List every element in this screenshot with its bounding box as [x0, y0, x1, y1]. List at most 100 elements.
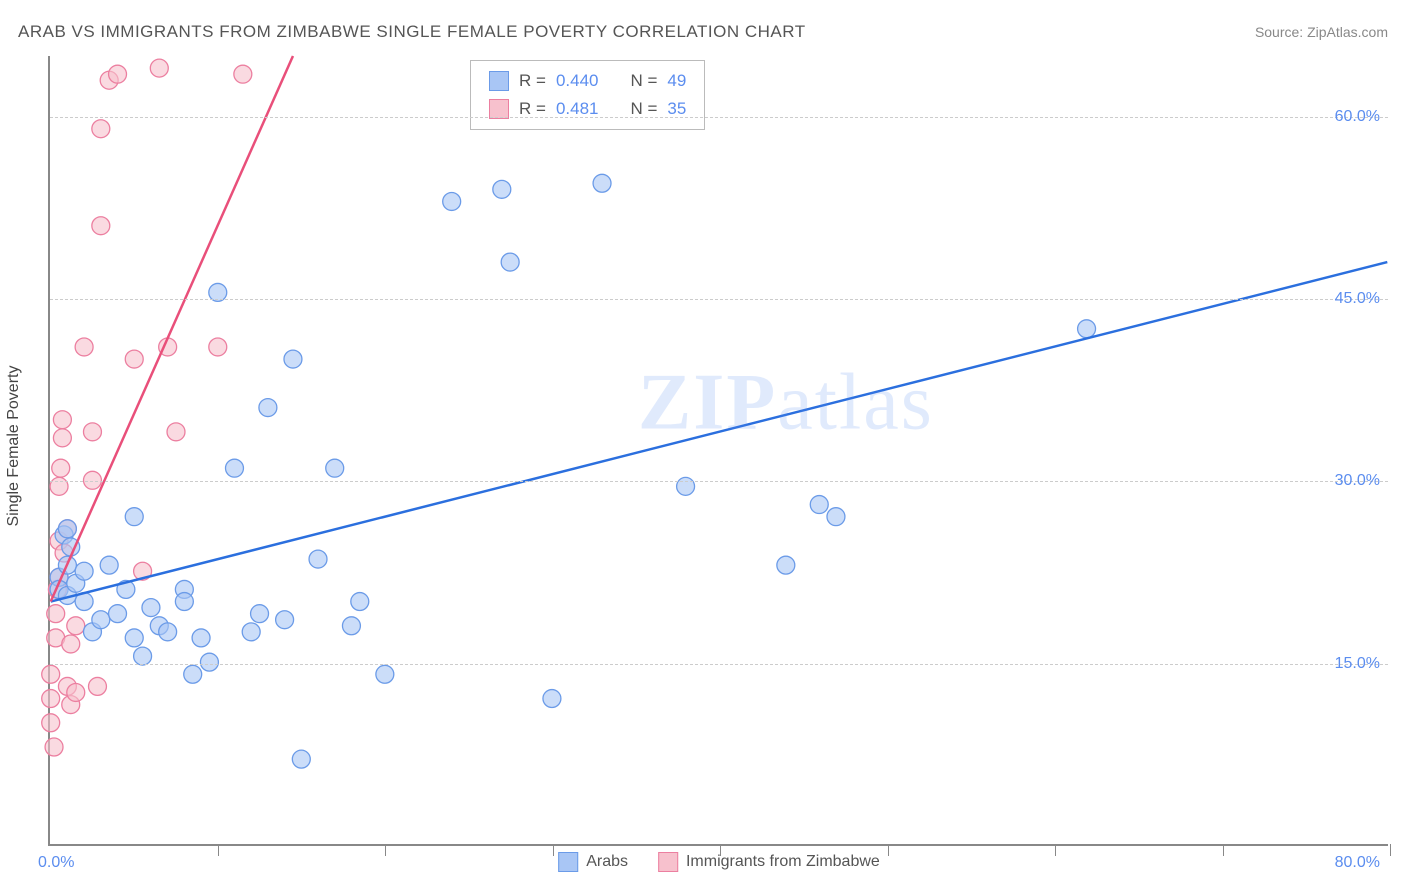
x-tick — [888, 844, 889, 856]
point-arabs — [292, 750, 310, 768]
point-zimbabwe — [42, 714, 60, 732]
point-zimbabwe — [92, 217, 110, 235]
point-zimbabwe — [209, 338, 227, 356]
point-arabs — [75, 562, 93, 580]
legend-label-zimbabwe: Immigrants from Zimbabwe — [686, 853, 880, 871]
point-arabs — [192, 629, 210, 647]
x-tick — [553, 844, 554, 856]
y-axis-title: Single Female Poverty — [5, 366, 23, 527]
gridline-h — [50, 117, 1388, 118]
trendline-arabs — [51, 262, 1388, 601]
point-arabs — [125, 629, 143, 647]
point-arabs — [543, 690, 561, 708]
x-tick — [218, 844, 219, 856]
point-zimbabwe — [42, 665, 60, 683]
point-arabs — [1078, 320, 1096, 338]
point-zimbabwe — [62, 635, 80, 653]
point-zimbabwe — [234, 65, 252, 83]
point-arabs — [284, 350, 302, 368]
point-arabs — [501, 253, 519, 271]
legend-correlation: R = 0.440 N = 49 R = 0.481 N = 35 — [470, 60, 705, 130]
point-zimbabwe — [52, 459, 70, 477]
point-arabs — [100, 556, 118, 574]
chart-header: ARAB VS IMMIGRANTS FROM ZIMBABWE SINGLE … — [18, 22, 1388, 42]
point-zimbabwe — [167, 423, 185, 441]
point-zimbabwe — [83, 471, 101, 489]
point-arabs — [276, 611, 294, 629]
point-arabs — [677, 477, 695, 495]
n-value-zimbabwe: 35 — [667, 95, 686, 123]
trendline-zimbabwe — [51, 56, 293, 602]
swatch-arabs-bottom — [558, 852, 578, 872]
point-arabs — [109, 605, 127, 623]
point-zimbabwe — [50, 477, 68, 495]
point-arabs — [259, 399, 277, 417]
point-arabs — [159, 623, 177, 641]
point-zimbabwe — [47, 605, 65, 623]
point-zimbabwe — [67, 617, 85, 635]
swatch-arabs — [489, 71, 509, 91]
legend-item-arabs: Arabs — [558, 852, 628, 872]
chart-canvas — [50, 56, 1388, 844]
x-tick — [1223, 844, 1224, 856]
point-zimbabwe — [45, 738, 63, 756]
legend-series: Arabs Immigrants from Zimbabwe — [558, 852, 880, 872]
swatch-zimbabwe-bottom — [658, 852, 678, 872]
y-tick-label: 60.0% — [1335, 108, 1380, 126]
x-tick — [1055, 844, 1056, 856]
point-zimbabwe — [53, 429, 71, 447]
legend-row-zimbabwe: R = 0.481 N = 35 — [489, 95, 686, 123]
point-arabs — [827, 508, 845, 526]
point-zimbabwe — [109, 65, 127, 83]
point-zimbabwe — [67, 683, 85, 701]
point-arabs — [810, 496, 828, 514]
point-zimbabwe — [125, 350, 143, 368]
point-zimbabwe — [92, 120, 110, 138]
point-arabs — [200, 653, 218, 671]
point-arabs — [342, 617, 360, 635]
point-arabs — [226, 459, 244, 477]
point-arabs — [125, 508, 143, 526]
y-tick-label: 30.0% — [1335, 472, 1380, 490]
x-axis-max-label: 80.0% — [1335, 854, 1380, 872]
gridline-h — [50, 299, 1388, 300]
legend-row-arabs: R = 0.440 N = 49 — [489, 67, 686, 95]
point-arabs — [92, 611, 110, 629]
point-arabs — [376, 665, 394, 683]
gridline-h — [50, 664, 1388, 665]
legend-item-zimbabwe: Immigrants from Zimbabwe — [658, 852, 880, 872]
point-arabs — [326, 459, 344, 477]
n-prefix: N = — [630, 95, 657, 123]
point-zimbabwe — [42, 690, 60, 708]
point-arabs — [351, 593, 369, 611]
y-tick-label: 45.0% — [1335, 290, 1380, 308]
x-tick — [720, 844, 721, 856]
r-value-arabs: 0.440 — [556, 67, 599, 95]
point-arabs — [134, 647, 152, 665]
n-value-arabs: 49 — [667, 67, 686, 95]
point-arabs — [777, 556, 795, 574]
gridline-h — [50, 481, 1388, 482]
point-zimbabwe — [83, 423, 101, 441]
chart-title: ARAB VS IMMIGRANTS FROM ZIMBABWE SINGLE … — [18, 22, 806, 42]
point-zimbabwe — [150, 59, 168, 77]
x-tick — [385, 844, 386, 856]
source-value: ZipAtlas.com — [1307, 24, 1388, 40]
point-arabs — [309, 550, 327, 568]
source-label: Source: — [1255, 24, 1307, 40]
point-zimbabwe — [75, 338, 93, 356]
point-arabs — [242, 623, 260, 641]
point-arabs — [142, 599, 160, 617]
r-prefix: R = — [519, 67, 546, 95]
plot-area: ZIPatlas R = 0.440 N = 49 R = 0.481 N = … — [48, 56, 1388, 846]
point-arabs — [443, 192, 461, 210]
point-zimbabwe — [89, 677, 107, 695]
point-arabs — [493, 180, 511, 198]
x-tick — [1390, 844, 1391, 856]
point-zimbabwe — [53, 411, 71, 429]
r-value-zimbabwe: 0.481 — [556, 95, 599, 123]
y-tick-label: 15.0% — [1335, 655, 1380, 673]
legend-label-arabs: Arabs — [586, 853, 628, 871]
point-arabs — [593, 174, 611, 192]
chart-source: Source: ZipAtlas.com — [1255, 24, 1388, 40]
